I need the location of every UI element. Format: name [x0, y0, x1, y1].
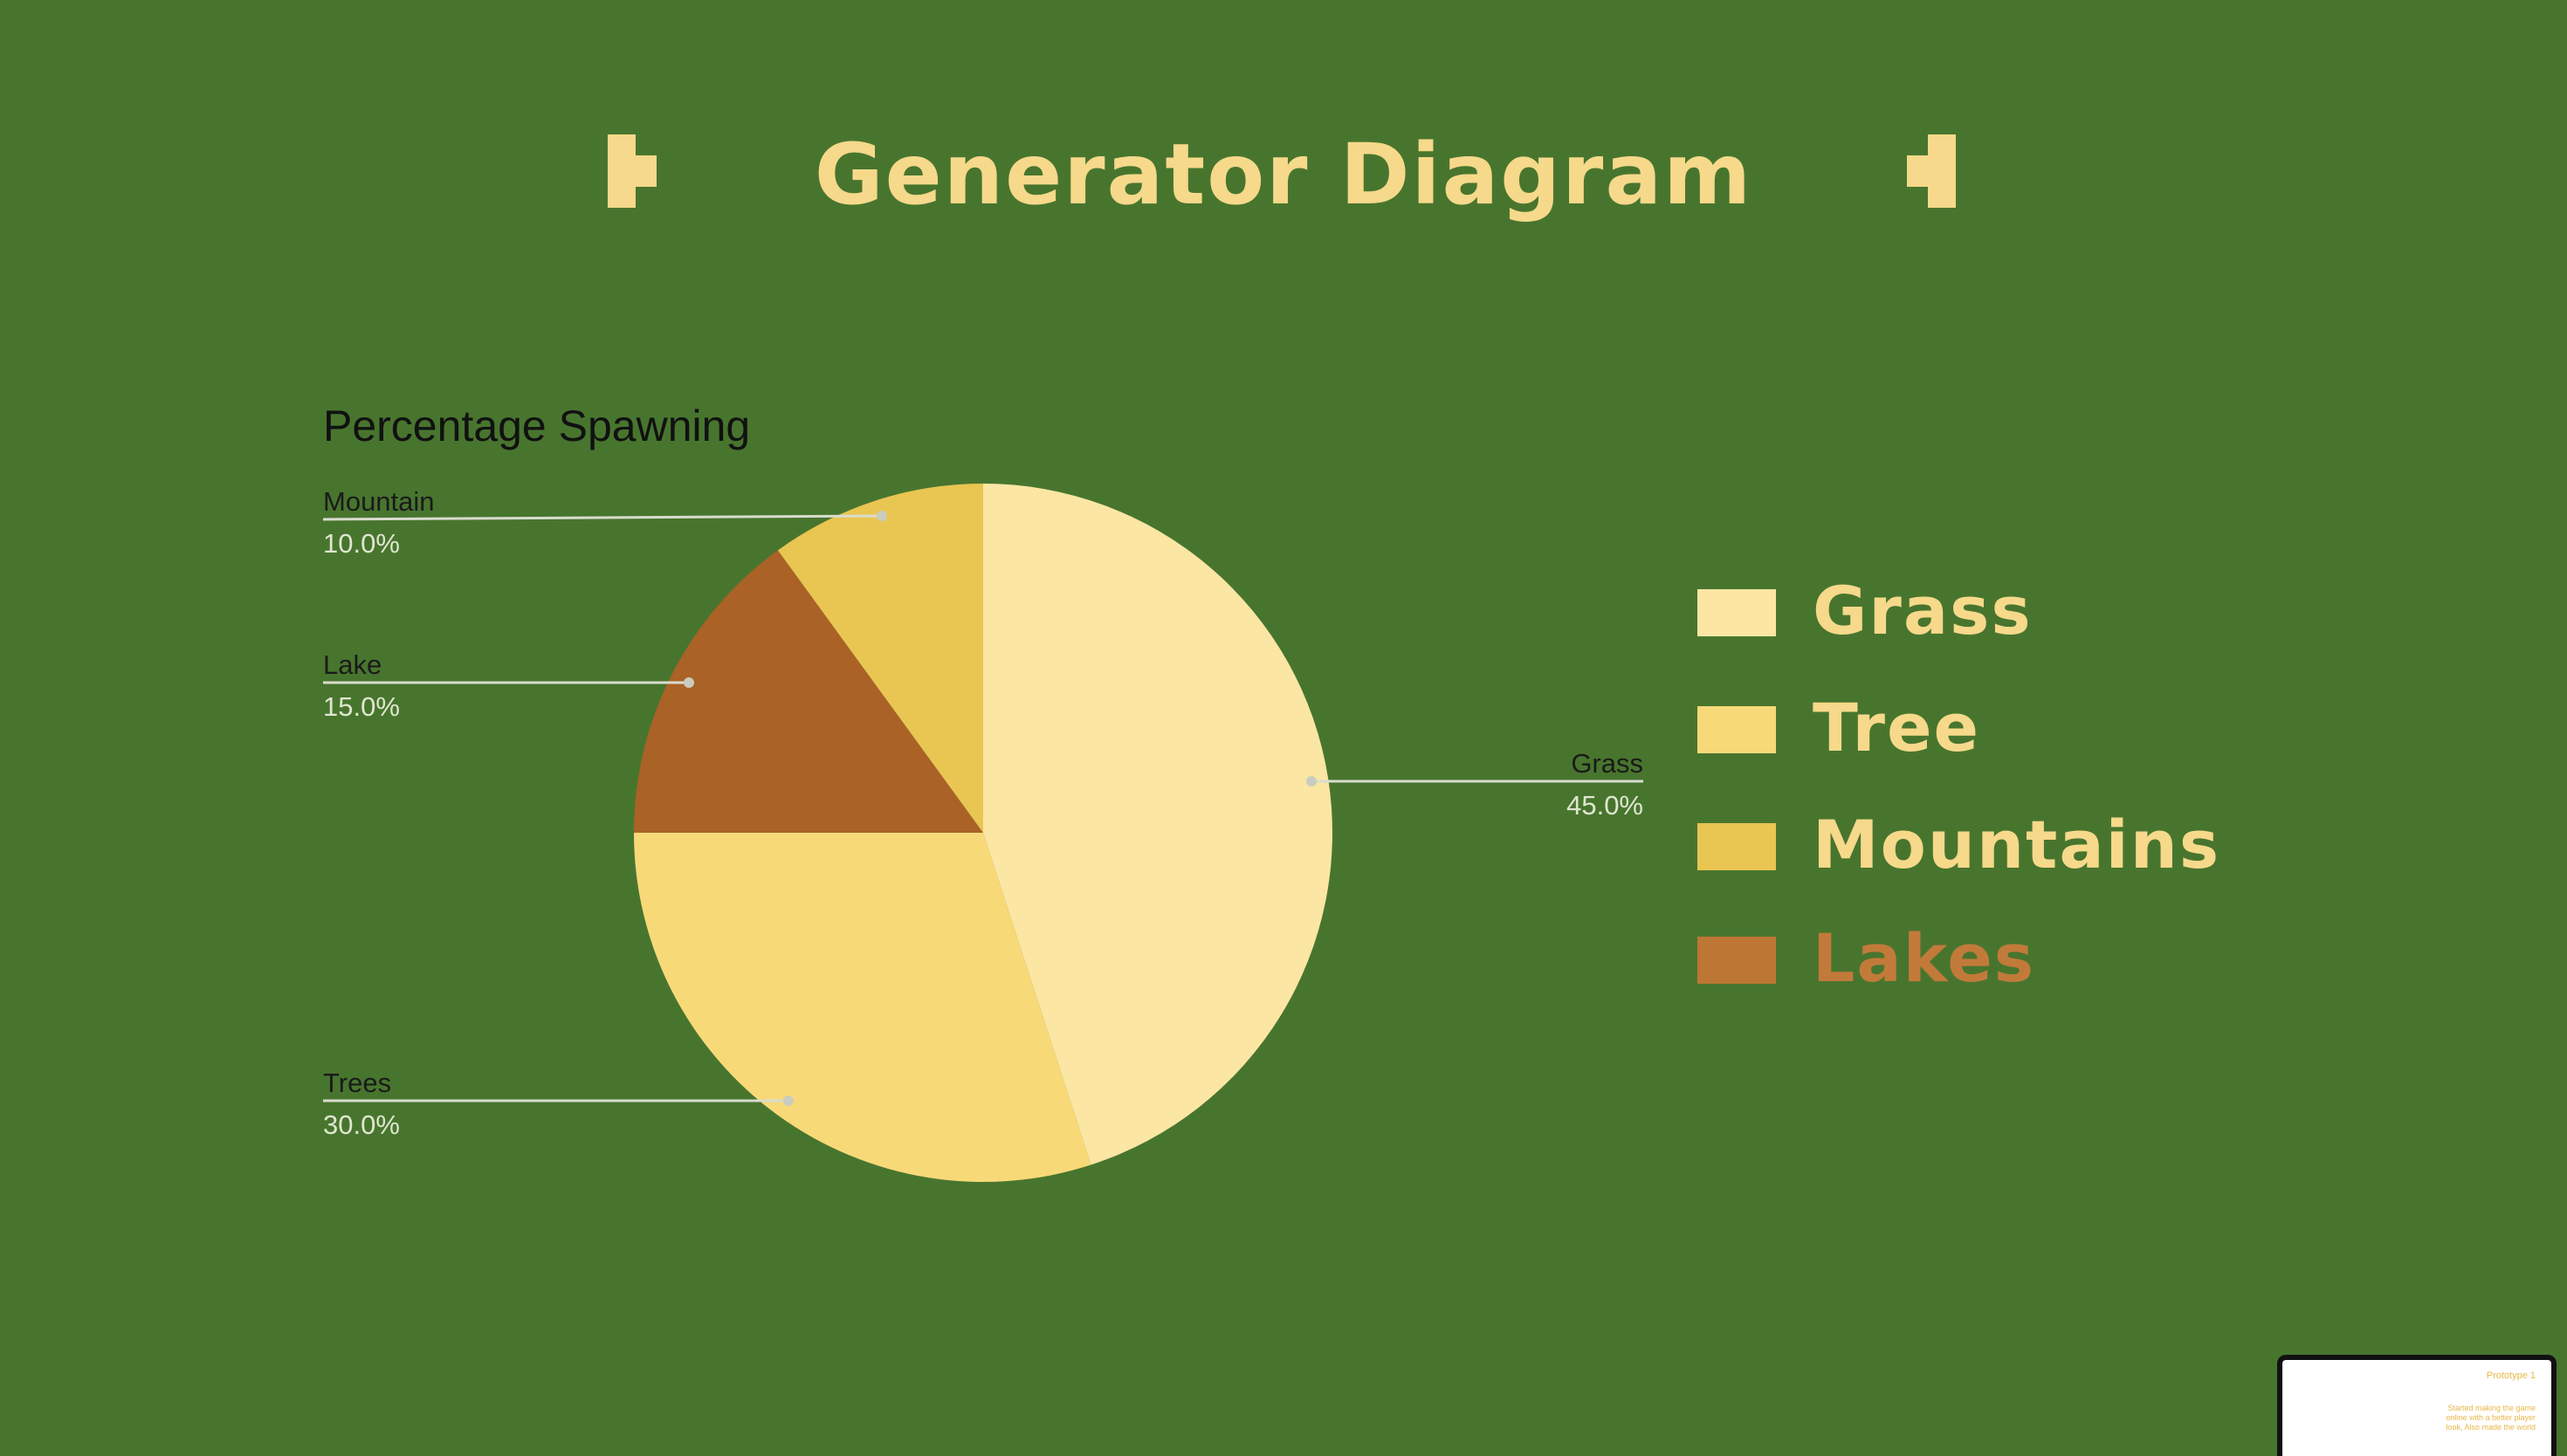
leader-dot	[783, 1095, 794, 1106]
pie-labels: Grass 45.0% Trees 30.0% Lake 15.0% Mountain 10.…	[322, 486, 1643, 1140]
pie-slice-trees	[633, 833, 1091, 1182]
slice-percent-label: 15.0%	[323, 691, 400, 722]
legend-label: Mountains	[1813, 806, 2221, 883]
legend-swatch	[1697, 589, 1776, 636]
leader-dot	[684, 677, 694, 688]
pie-slice-mountain	[777, 484, 983, 833]
legend-swatch	[1697, 937, 1776, 984]
leader-dot	[1306, 776, 1317, 786]
leader-line	[322, 514, 883, 521]
legend-label: Lakes	[1813, 919, 2035, 997]
legend-swatch	[1697, 823, 1776, 870]
right-bracket-icon	[1907, 134, 1959, 208]
slice-label: Grass	[1571, 748, 1643, 779]
slice-percent-label: 30.0%	[323, 1109, 400, 1140]
legend-label: Grass	[1813, 572, 2033, 649]
slide-title: Generator Diagram	[814, 126, 1753, 223]
legend-swatch	[1697, 706, 1776, 753]
legend-label: Tree	[1813, 689, 1981, 766]
leader-dot	[877, 511, 887, 521]
slice-label: Trees	[323, 1068, 391, 1098]
slice-percent-label: 45.0%	[1566, 790, 1643, 821]
chart-title: Percentage Spawning	[323, 402, 750, 450]
thumbnail-title: Prototype 1	[2486, 1370, 2536, 1381]
pie-slice-lake	[634, 550, 983, 833]
slice-percent-label: 10.0%	[323, 528, 400, 559]
left-bracket-icon	[608, 134, 660, 208]
pie-slice-grass	[983, 484, 1332, 1165]
thumbnail-text: Started making the game online with a be…	[2446, 1404, 2536, 1432]
slice-label: Mountain	[323, 486, 435, 517]
slice-label: Lake	[323, 649, 382, 680]
next-slide-thumbnail[interactable]: Prototype 1 Started making the game onli…	[2277, 1355, 2557, 1456]
pie-slices	[633, 484, 1332, 1182]
